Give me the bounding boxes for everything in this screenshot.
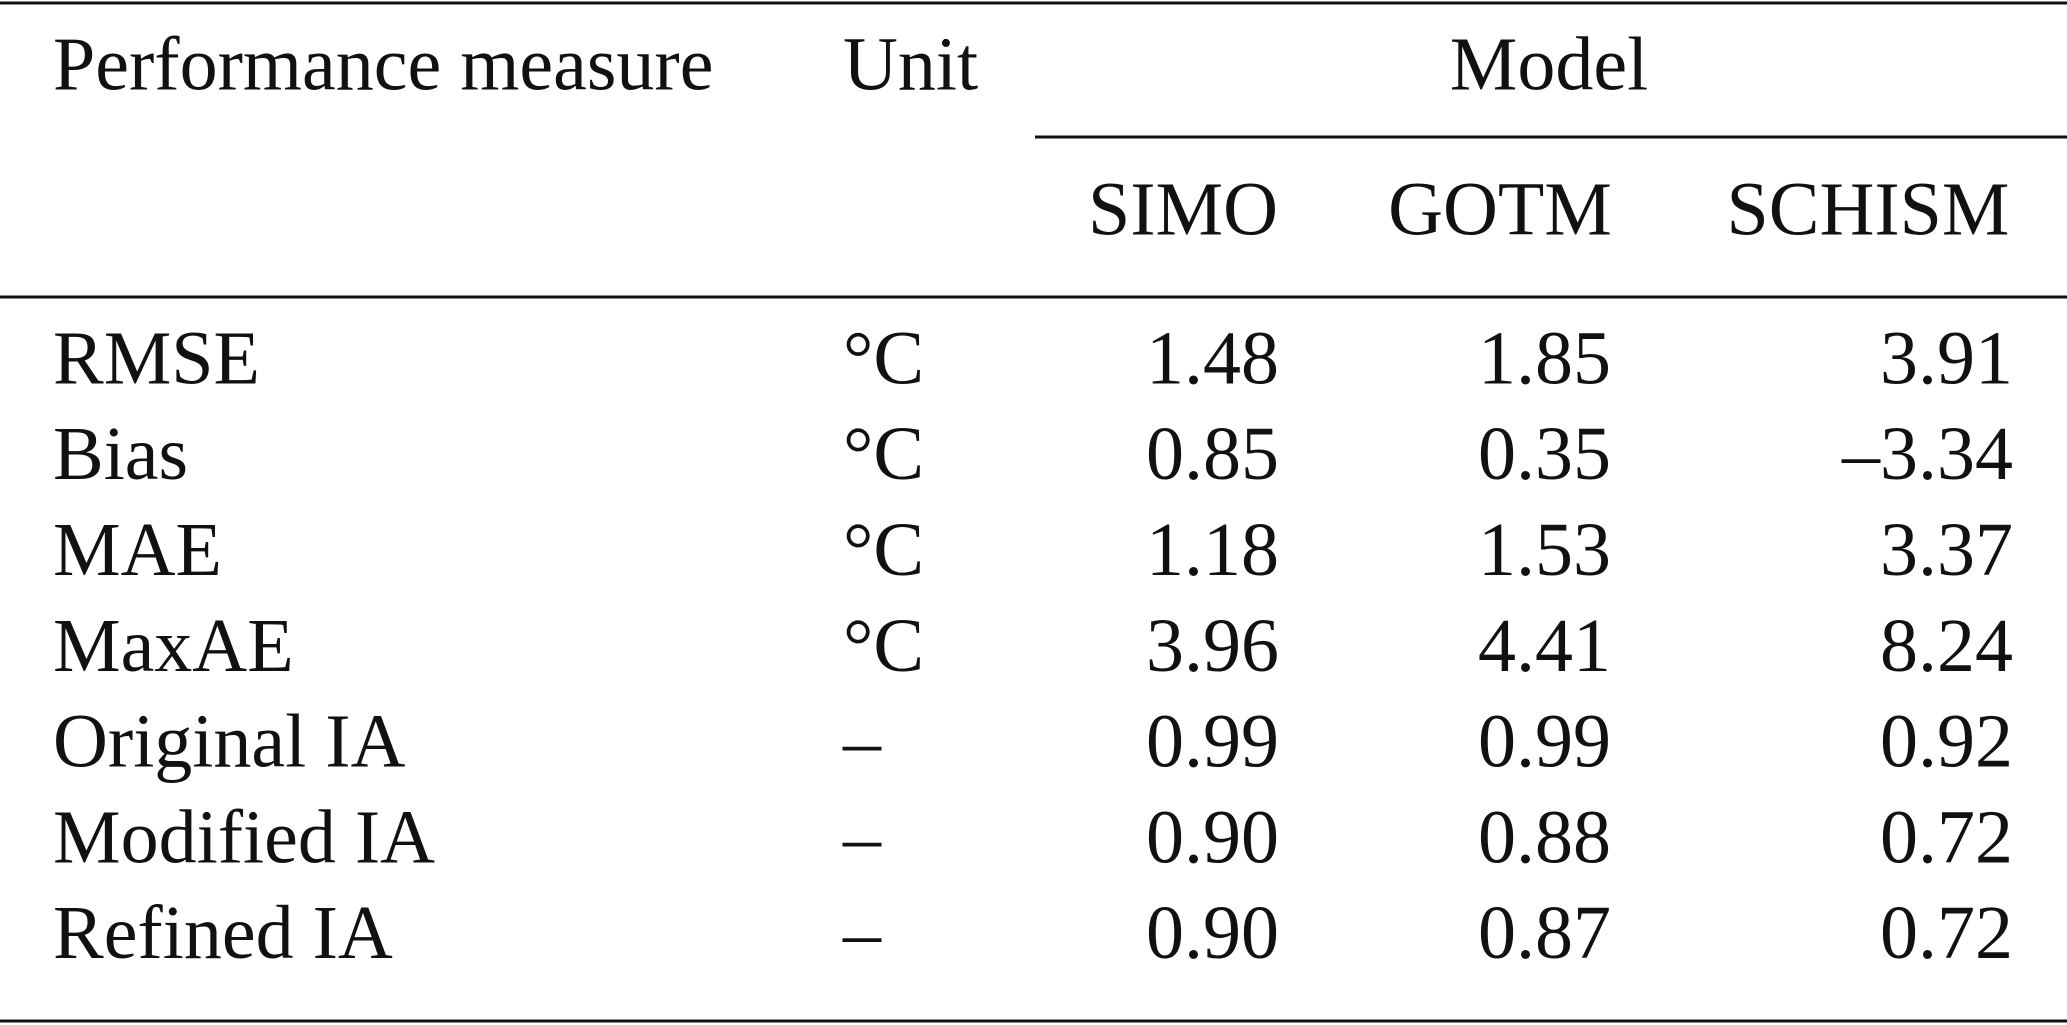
value-cell: 8.24 xyxy=(1880,604,2013,688)
value-cell: 0.99 xyxy=(1478,700,1611,784)
row-label: Modified IA xyxy=(53,795,435,879)
row-label: Original IA xyxy=(53,700,406,784)
value-cell: –3.34 xyxy=(1841,412,2013,496)
value-cell: 1.18 xyxy=(1146,508,1279,592)
value-cell: 0.72 xyxy=(1880,891,2013,975)
unit-cell: – xyxy=(842,795,882,879)
value-cell: 0.92 xyxy=(1880,700,2013,784)
value-cell: 3.37 xyxy=(1880,508,2013,592)
header-unit: Unit xyxy=(843,22,978,106)
value-cell: 0.35 xyxy=(1478,412,1611,496)
header-model: GOTM xyxy=(1388,167,1612,251)
header-model: SIMO xyxy=(1088,167,1278,251)
row-label: MAE xyxy=(53,508,222,592)
value-cell: 3.96 xyxy=(1146,604,1279,688)
value-cell: 0.72 xyxy=(1880,795,2013,879)
header-group: Model xyxy=(1450,22,1648,106)
value-cell: 0.90 xyxy=(1146,891,1279,975)
value-cell: 3.91 xyxy=(1880,316,2013,400)
row-label: Bias xyxy=(53,412,188,496)
value-cell: 1.85 xyxy=(1478,316,1611,400)
row-label: RMSE xyxy=(53,316,260,400)
value-cell: 0.88 xyxy=(1478,795,1611,879)
unit-cell: °C xyxy=(843,316,924,400)
value-cell: 0.85 xyxy=(1146,412,1279,496)
value-cell: 0.99 xyxy=(1146,700,1279,784)
value-cell: 1.48 xyxy=(1146,316,1279,400)
unit-cell: – xyxy=(842,700,882,784)
value-cell: 0.90 xyxy=(1146,795,1279,879)
value-cell: 0.87 xyxy=(1478,891,1611,975)
unit-cell: °C xyxy=(843,604,924,688)
unit-cell: °C xyxy=(843,508,924,592)
value-cell: 1.53 xyxy=(1478,508,1611,592)
unit-cell: °C xyxy=(843,412,924,496)
header-model: SCHISM xyxy=(1727,167,2010,251)
unit-cell: – xyxy=(842,891,882,975)
value-cell: 4.41 xyxy=(1478,604,1611,688)
row-label: MaxAE xyxy=(53,604,294,688)
row-label: Refined IA xyxy=(53,891,393,975)
header-measure: Performance measure xyxy=(53,22,713,106)
